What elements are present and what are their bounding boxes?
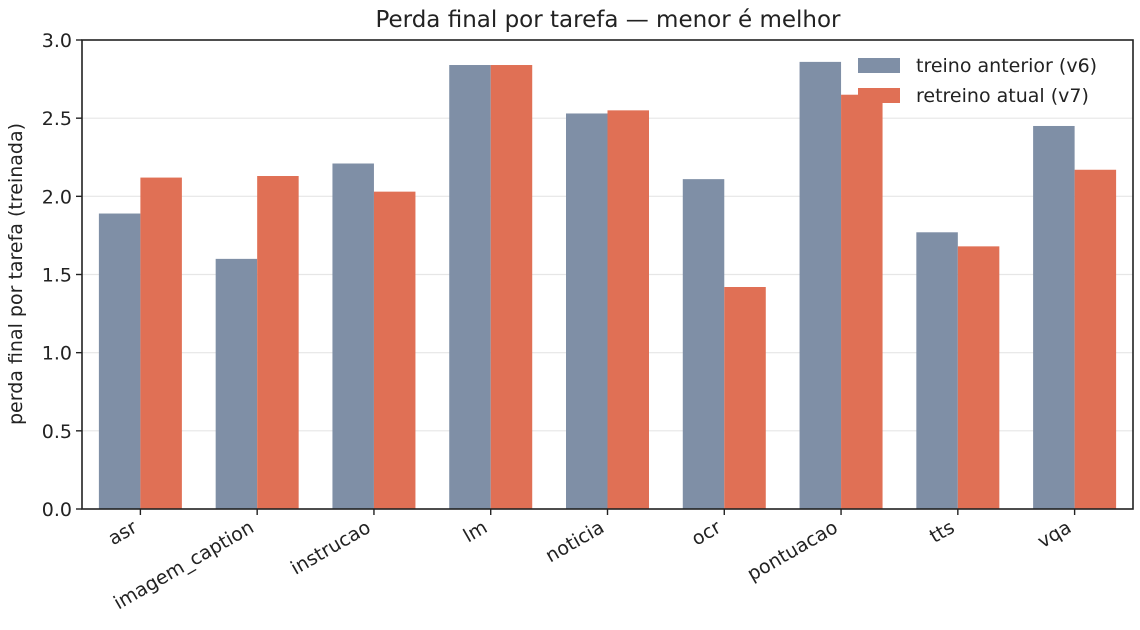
bar-asr-series-2 <box>140 177 182 509</box>
bar-asr-series-1 <box>98 213 141 509</box>
legend-swatch <box>858 58 900 73</box>
x-tick-label: instrucao <box>287 516 374 579</box>
chart-title: Perda final por tarefa — menor é melhor <box>375 7 841 33</box>
bar-lm-series-2 <box>490 65 533 509</box>
x-tick-label: noticia <box>542 516 608 567</box>
bar-noticia-series-1 <box>566 113 608 509</box>
y-tick-label: 0.0 <box>42 499 72 521</box>
bar-imagem_caption-series-1 <box>215 258 258 509</box>
bar-instrucao-series-1 <box>332 163 374 509</box>
bar-noticia-series-2 <box>607 110 649 509</box>
plot-frame <box>81 39 1134 510</box>
legend-swatch <box>858 88 900 103</box>
y-tick-label: 2.0 <box>42 186 72 208</box>
y-axis-ticks: 0.0 0.5 1.0 1.5 2.0 2.5 3.0 <box>42 30 82 521</box>
x-tick-label: ocr <box>688 516 725 550</box>
bar-ocr-series-2 <box>724 287 766 509</box>
x-tick-label: tts <box>926 516 958 547</box>
bars <box>98 61 1117 510</box>
bar-lm-series-1 <box>449 65 491 509</box>
bar-instrucao-series-2 <box>373 191 416 510</box>
legend-label: treino anterior (v6) <box>916 55 1097 77</box>
x-tick-label: asr <box>104 516 141 550</box>
y-tick-label: 2.5 <box>42 108 72 130</box>
y-axis-title: perda final por tarefa (treinada) <box>5 123 27 425</box>
bar-ocr-series-1 <box>682 179 725 510</box>
legend: treino anterior (v6) retreino atual (v7) <box>858 55 1097 107</box>
x-tick-label: vqa <box>1034 516 1075 553</box>
x-tick-label: pontuacao <box>743 516 841 585</box>
bar-tts-series-2 <box>957 246 1000 510</box>
bar-vqa-series-2 <box>1074 169 1117 510</box>
bar-pontuacao-series-1 <box>799 61 842 510</box>
y-tick-label: 0.5 <box>42 421 72 443</box>
y-tick-label: 1.0 <box>42 343 72 365</box>
bar-vqa-series-1 <box>1033 125 1075 509</box>
bar-tts-series-1 <box>916 232 958 510</box>
bar-pontuacao-series-2 <box>841 94 883 509</box>
y-tick-label: 3.0 <box>42 30 72 52</box>
bar-imagem_caption-series-2 <box>257 176 299 509</box>
x-tick-label: lm <box>460 516 492 547</box>
legend-label: retreino atual (v7) <box>916 85 1089 107</box>
y-tick-label: 1.5 <box>42 265 72 287</box>
